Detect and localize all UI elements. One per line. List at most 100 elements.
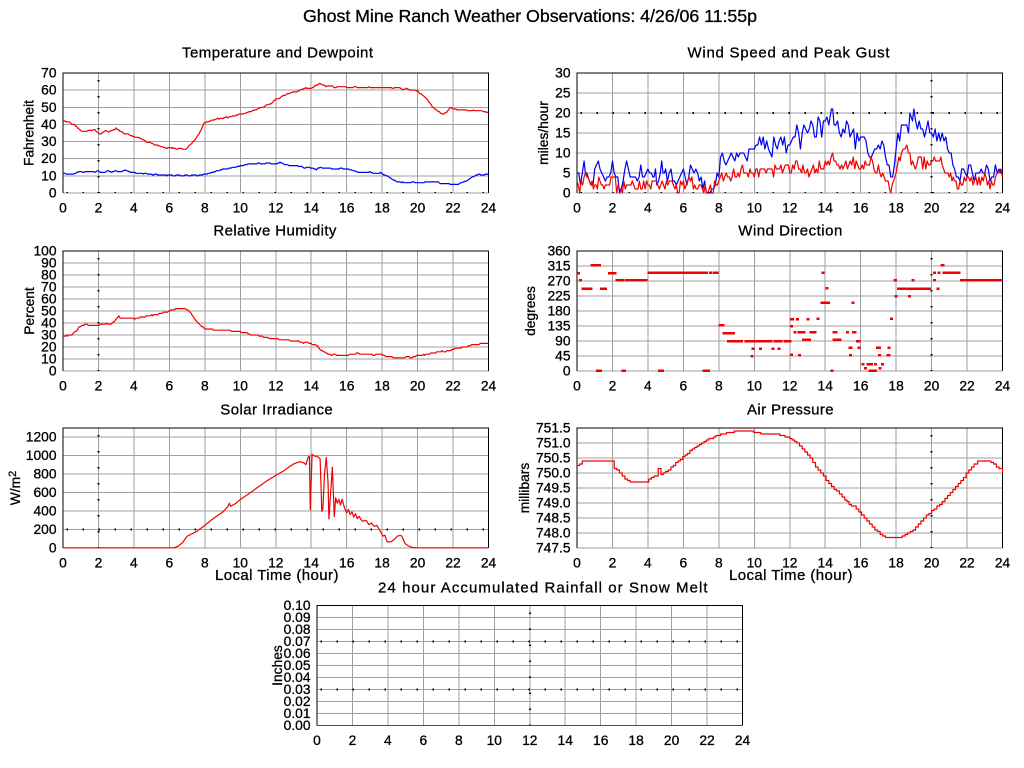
svg-text:0.00: 0.00 [284, 718, 311, 733]
svg-text:18: 18 [374, 379, 390, 394]
svg-text:2: 2 [95, 556, 103, 571]
svg-text:315: 315 [547, 259, 570, 274]
svg-text:24: 24 [995, 379, 1011, 394]
svg-text:20: 20 [410, 201, 426, 216]
svg-text:0.10: 0.10 [284, 598, 311, 613]
svg-text:2: 2 [609, 556, 617, 571]
svg-text:80: 80 [41, 268, 57, 283]
svg-text:16: 16 [339, 556, 355, 571]
svg-text:20: 20 [410, 556, 426, 571]
svg-text:0: 0 [59, 379, 67, 394]
svg-text:22: 22 [445, 556, 460, 571]
svg-text:10: 10 [487, 733, 503, 748]
svg-text:6: 6 [420, 733, 428, 748]
svg-text:6: 6 [166, 379, 174, 394]
svg-text:16: 16 [339, 201, 355, 216]
svg-text:135: 135 [547, 319, 570, 334]
svg-text:750.0: 750.0 [536, 466, 571, 481]
svg-text:14: 14 [304, 379, 320, 394]
svg-text:18: 18 [888, 201, 904, 216]
svg-text:200: 200 [33, 522, 56, 537]
svg-text:18: 18 [374, 201, 390, 216]
svg-text:8: 8 [201, 201, 209, 216]
svg-text:0: 0 [49, 186, 57, 201]
svg-text:6: 6 [680, 379, 688, 394]
svg-text:24: 24 [735, 733, 751, 748]
svg-text:Wind Direction: Wind Direction [738, 223, 842, 240]
svg-text:4: 4 [130, 556, 138, 571]
svg-text:0: 0 [49, 541, 57, 556]
svg-text:10: 10 [41, 168, 57, 183]
svg-text:25: 25 [555, 86, 571, 101]
svg-text:748.0: 748.0 [536, 526, 571, 541]
svg-text:12: 12 [782, 379, 797, 394]
svg-text:8: 8 [455, 733, 463, 748]
svg-text:50: 50 [41, 304, 57, 319]
svg-text:750.5: 750.5 [536, 451, 571, 466]
svg-text:6: 6 [166, 556, 174, 571]
svg-text:14: 14 [818, 201, 834, 216]
svg-text:22: 22 [445, 201, 460, 216]
svg-text:14: 14 [818, 556, 834, 571]
svg-text:1000: 1000 [26, 448, 57, 463]
svg-text:60: 60 [41, 83, 57, 98]
svg-text:14: 14 [558, 733, 574, 748]
svg-text:0: 0 [573, 556, 581, 571]
svg-text:2: 2 [609, 379, 617, 394]
svg-text:Temperature and Dewpoint: Temperature and Dewpoint [182, 44, 374, 61]
svg-text:4: 4 [130, 379, 138, 394]
svg-text:4: 4 [130, 201, 138, 216]
svg-text:4: 4 [644, 556, 652, 571]
svg-text:18: 18 [888, 556, 904, 571]
svg-text:4: 4 [644, 201, 652, 216]
svg-text:2: 2 [349, 733, 357, 748]
svg-text:22: 22 [959, 379, 974, 394]
svg-text:Ghost Mine Ranch Weather Obser: Ghost Mine Ranch Weather Observations: 4… [303, 6, 757, 26]
svg-text:0.02: 0.02 [284, 694, 311, 709]
svg-text:18: 18 [374, 556, 390, 571]
svg-text:22: 22 [445, 379, 460, 394]
svg-text:0: 0 [573, 379, 581, 394]
svg-text:45: 45 [555, 349, 571, 364]
svg-text:2: 2 [95, 201, 103, 216]
svg-text:16: 16 [339, 379, 355, 394]
svg-text:10: 10 [747, 201, 763, 216]
svg-text:18: 18 [628, 733, 644, 748]
svg-text:0.07: 0.07 [284, 634, 311, 649]
svg-text:24: 24 [481, 379, 497, 394]
svg-text:10: 10 [233, 379, 249, 394]
svg-text:100: 100 [33, 244, 56, 259]
svg-text:0.09: 0.09 [284, 610, 311, 625]
svg-text:8: 8 [715, 379, 723, 394]
svg-text:Local Time (hour): Local Time (hour) [215, 567, 339, 584]
svg-text:10: 10 [233, 201, 249, 216]
svg-text:20: 20 [555, 106, 571, 121]
svg-text:22: 22 [959, 201, 974, 216]
svg-text:10: 10 [41, 352, 57, 367]
svg-text:8: 8 [715, 556, 723, 571]
svg-text:10: 10 [555, 146, 571, 161]
svg-text:Solar Irradiance: Solar Irradiance [220, 402, 333, 419]
svg-text:2: 2 [95, 379, 103, 394]
svg-text:14: 14 [304, 556, 320, 571]
svg-text:18: 18 [888, 379, 904, 394]
svg-text:24 hour Accumulated Rainfall o: 24 hour Accumulated Rainfall or Snow Mel… [378, 580, 708, 597]
svg-text:Local Time (hour): Local Time (hour) [729, 567, 853, 584]
svg-text:30: 30 [555, 66, 571, 81]
svg-text:W/m2: W/m2 [7, 471, 23, 505]
svg-text:Fahrenheit: Fahrenheit [22, 100, 37, 166]
svg-text:15: 15 [555, 126, 571, 141]
svg-text:0.06: 0.06 [284, 646, 311, 661]
svg-text:751.5: 751.5 [536, 421, 571, 436]
svg-text:12: 12 [268, 379, 283, 394]
svg-text:747.5: 747.5 [536, 541, 571, 556]
svg-text:10: 10 [233, 556, 249, 571]
svg-text:12: 12 [522, 733, 537, 748]
svg-text:180: 180 [547, 304, 570, 319]
svg-text:60: 60 [41, 292, 57, 307]
svg-text:0.05: 0.05 [284, 658, 311, 673]
svg-text:12: 12 [268, 201, 283, 216]
svg-text:Wind Speed and Peak Gust: Wind Speed and Peak Gust [688, 44, 891, 61]
svg-text:600: 600 [33, 485, 56, 500]
svg-text:Relative Humidity: Relative Humidity [213, 223, 337, 240]
